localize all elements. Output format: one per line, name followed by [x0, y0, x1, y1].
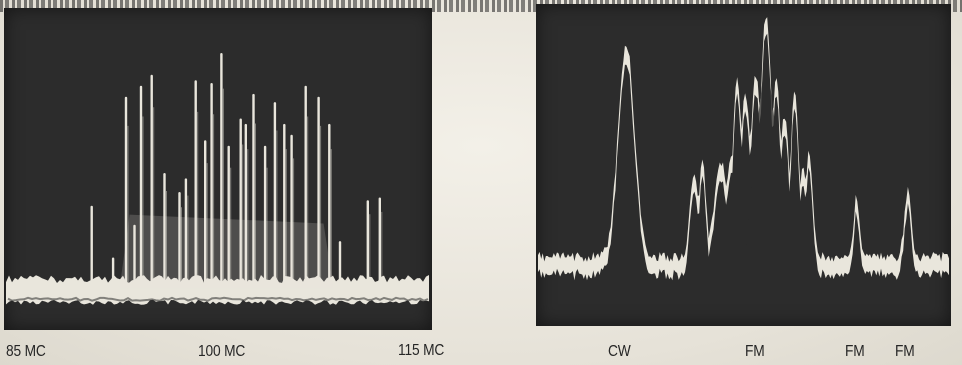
noise-floor-lower-edge: [7, 296, 429, 302]
wideband-spectrum-trace: [6, 53, 429, 305]
spectrum-display-narrowband: [536, 4, 951, 326]
axis-label-fm-3: FM: [895, 343, 915, 360]
axis-label-fm-2: FM: [845, 343, 865, 360]
axis-label-cw: CW: [608, 343, 631, 360]
narrowband-spectrum-trace: [538, 17, 949, 281]
axis-label-100mc: 100 MC: [198, 343, 246, 360]
fm-cluster-core: [746, 51, 787, 245]
axis-label-115mc: 115 MC: [398, 342, 445, 359]
cw-peak-core: [618, 73, 635, 255]
noise-floor: [6, 275, 429, 305]
signal-cluster-haze: [119, 214, 334, 289]
axis-label-fm-1: FM: [745, 343, 765, 360]
axis-label-85mc: 85 MC: [6, 343, 46, 360]
spectrum-envelope: [538, 17, 949, 281]
spectrum-display-wideband: [4, 8, 432, 330]
